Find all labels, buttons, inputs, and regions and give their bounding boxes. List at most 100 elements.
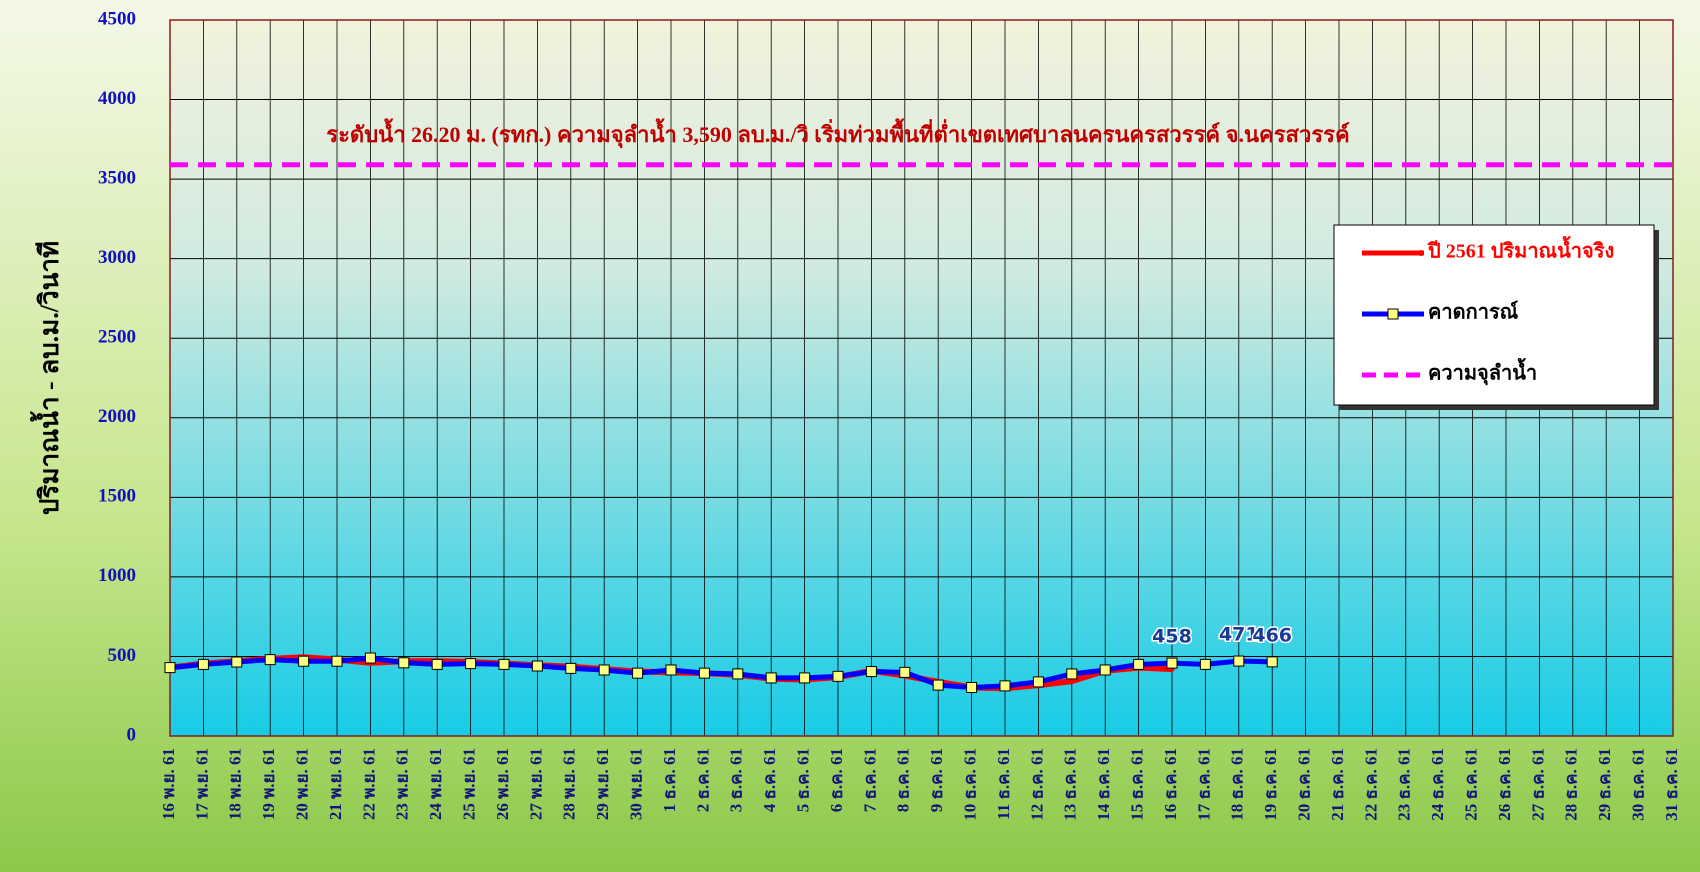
x-tick-label: 23 ธ.ค. 61 (1395, 748, 1414, 821)
x-tick-label: 15 ธ.ค. 61 (1128, 748, 1147, 821)
x-tick-label: 29 ธ.ค. 61 (1595, 748, 1614, 821)
x-tick-label: 11 ธ.ค. 61 (994, 748, 1013, 820)
point (899, 666, 911, 678)
y-tick-label: 3000 (98, 247, 136, 268)
y-tick-label: 2000 (98, 406, 136, 427)
x-tick-label: 26 ธ.ค. 61 (1495, 748, 1514, 821)
point (1233, 655, 1245, 667)
y-tick-label: 3500 (98, 167, 136, 188)
point (1166, 657, 1178, 669)
x-tick-label: 31 ธ.ค. 61 (1662, 748, 1681, 821)
point (765, 672, 777, 684)
point (698, 667, 710, 679)
point (1069, 678, 1075, 684)
point (231, 656, 243, 668)
x-tick-label: 30 ธ.ค. 61 (1629, 748, 1648, 821)
x-tick-label: 2 ธ.ค. 61 (693, 748, 712, 812)
plot-border (169, 19, 1674, 737)
x-tick-label: 16 ธ.ค. 61 (1161, 748, 1180, 821)
x-tick-label: 14 ธ.ค. 61 (1094, 748, 1113, 821)
x-tick-label: 17 ธ.ค. 61 (1194, 748, 1213, 821)
x-tick-label: 22 ธ.ค. 61 (1361, 748, 1380, 821)
x-tick-label: 20 ธ.ค. 61 (1295, 748, 1314, 821)
x-tick-label: 6 ธ.ค. 61 (827, 748, 846, 812)
x-tick-label: 24 พ.ย. 61 (426, 748, 445, 820)
point (598, 664, 610, 676)
point (331, 655, 343, 667)
x-tick-label: 22 พ.ย. 61 (359, 748, 378, 820)
point (164, 662, 176, 674)
x-tick-label: 21 พ.ย. 61 (326, 748, 345, 820)
x-tick-label: 23 พ.ย. 61 (393, 748, 412, 820)
point (632, 667, 644, 679)
point (264, 654, 276, 666)
x-tick-label: 29 พ.ย. 61 (593, 748, 612, 820)
x-tick-label: 19 ธ.ค. 61 (1261, 748, 1280, 821)
x-tick-label: 8 ธ.ค. 61 (894, 748, 913, 812)
x-tick-label: 3 ธ.ค. 61 (727, 748, 746, 812)
x-tick-label: 25 พ.ย. 61 (460, 748, 479, 820)
point (498, 658, 510, 670)
x-tick-label: 27 ธ.ค. 61 (1528, 748, 1547, 821)
x-tick-label: 4 ธ.ค. 61 (760, 748, 779, 812)
y-tick-label: 4500 (98, 8, 136, 29)
x-tick-label: 18 ธ.ค. 61 (1228, 748, 1247, 821)
x-tick-label: 30 พ.ย. 61 (627, 748, 646, 820)
point (1099, 664, 1111, 676)
x-tick-label: 7 ธ.ค. 61 (860, 748, 879, 812)
legend-marker (1387, 308, 1399, 320)
point (465, 658, 477, 670)
x-tick-label: 28 พ.ย. 61 (560, 748, 579, 820)
point (431, 658, 443, 670)
x-tick-label: 5 ธ.ค. 61 (794, 748, 813, 812)
x-tick-label: 18 พ.ย. 61 (226, 748, 245, 820)
x-tick-label: 16 พ.ย. 61 (159, 748, 178, 820)
point (1032, 676, 1044, 688)
point (665, 664, 677, 676)
legend-marker (1418, 250, 1424, 256)
x-tick-label: 9 ธ.ค. 61 (927, 748, 946, 812)
x-tick-label: 21 ธ.ค. 61 (1328, 748, 1347, 821)
point (298, 655, 310, 667)
x-tick-label: 12 ธ.ค. 61 (1027, 748, 1046, 821)
point (799, 672, 811, 684)
legend-label: ปี 2561 ปริมาณน้ำจริง (1427, 236, 1614, 263)
point (865, 666, 877, 678)
data-label: 466 (1252, 624, 1292, 646)
x-tick-label: 28 ธ.ค. 61 (1562, 748, 1581, 821)
y-tick-label: 2500 (98, 327, 136, 348)
y-tick-label: 1500 (98, 486, 136, 507)
x-tick-label: 17 พ.ย. 61 (192, 748, 211, 820)
point (398, 657, 410, 669)
legend-label: คาดการณ์ (1428, 301, 1519, 324)
legend-label: ความจุลำน้ำ (1428, 358, 1537, 386)
y-tick-label: 4000 (98, 88, 136, 109)
x-tick-label: 27 พ.ย. 61 (526, 748, 545, 820)
point (732, 668, 744, 680)
x-tick-label: 13 ธ.ค. 61 (1061, 748, 1080, 821)
data-label: 471 (1219, 624, 1259, 646)
point (999, 680, 1011, 692)
point (1133, 658, 1145, 670)
point (1066, 668, 1078, 680)
x-tick-label: 19 พ.ย. 61 (259, 748, 278, 820)
y-tick-label: 1000 (98, 565, 136, 586)
point (364, 652, 376, 664)
point (197, 658, 209, 670)
x-tick-label: 10 ธ.ค. 61 (961, 748, 980, 821)
x-tick-label: 26 พ.ย. 61 (493, 748, 512, 820)
x-tick-label: 25 ธ.ค. 61 (1462, 748, 1481, 821)
point (531, 660, 543, 672)
x-tick-label: 24 ธ.ค. 61 (1428, 748, 1447, 821)
data-label: 458 (1152, 626, 1192, 648)
point (966, 681, 978, 693)
x-tick-label: 20 พ.ย. 61 (293, 748, 312, 820)
annotation: ระดับน้ำ 26.20 ม. (รทก.) ความจุลำน้ำ 3,5… (326, 118, 1349, 149)
point (1199, 658, 1211, 670)
point (565, 662, 577, 674)
point (932, 679, 944, 691)
x-tick-label: 1 ธ.ค. 61 (660, 748, 679, 812)
y-tick-label: 0 (127, 724, 137, 745)
